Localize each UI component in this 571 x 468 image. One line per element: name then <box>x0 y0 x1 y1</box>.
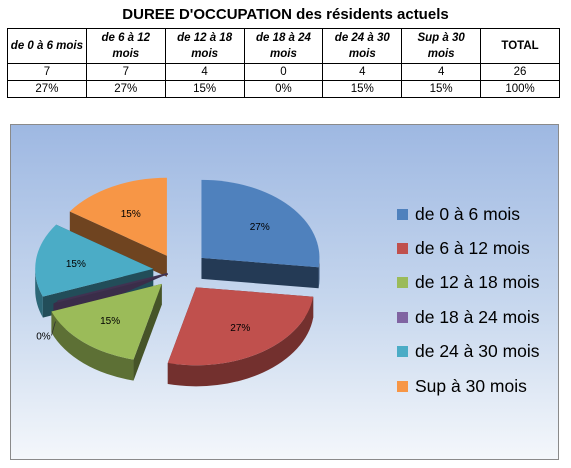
table-cell-count: 7 <box>7 63 87 81</box>
pie-chart-area: 27% 27% 15% 0% 15% 15% de 0 à 6 mois de 6 à 12… <box>10 124 559 460</box>
table-cell-percent: 15% <box>401 80 482 98</box>
table-cell-percent-total: 100% <box>480 80 560 98</box>
data-label: 15% <box>66 259 86 270</box>
table-cell-percent: 27% <box>85 80 166 98</box>
pie-slice-2 <box>167 287 314 366</box>
table-cell-percent: 15% <box>164 80 245 98</box>
legend-label: de 12 à 18 mois <box>415 272 540 293</box>
occupancy-table: de 0 à 6 mois de 6 à 12 mois de 12 à 18 … <box>7 28 560 98</box>
table-cell-count: 4 <box>401 63 482 81</box>
table-cell-count-total: 26 <box>480 63 560 81</box>
legend-label: de 18 à 24 mois <box>415 306 540 327</box>
legend-item: de 24 à 30 mois <box>397 335 540 369</box>
legend-item: de 12 à 18 mois <box>397 266 540 300</box>
legend-item: de 18 à 24 mois <box>397 300 540 334</box>
table-row-counts: 7 7 4 0 4 4 26 <box>7 63 560 81</box>
data-label: 15% <box>100 316 120 327</box>
data-label: 0% <box>36 331 51 342</box>
pie-slice-side <box>133 283 162 381</box>
data-label: 15% <box>121 209 141 220</box>
legend-item: de 6 à 12 mois <box>397 231 540 265</box>
table-header-cell: de 24 à 30 mois <box>322 28 403 64</box>
data-label: 27% <box>250 222 270 233</box>
pie-slice-rim <box>35 268 43 318</box>
pie-slice-5 <box>35 224 154 297</box>
table-header-total: TOTAL <box>480 28 560 64</box>
pie-slice-side <box>69 211 167 277</box>
data-label-leader <box>51 321 56 336</box>
pie-slice-6 <box>69 177 167 256</box>
legend-swatch <box>397 277 408 289</box>
table-header-cell: de 0 à 6 mois <box>7 28 87 64</box>
chart-legend: de 0 à 6 mois de 6 à 12 mois de 12 à 18 mo… <box>397 197 540 403</box>
legend-swatch <box>397 346 408 358</box>
pie-slice-top <box>57 272 169 303</box>
table-cell-count: 7 <box>85 63 166 81</box>
legend-swatch <box>397 380 408 392</box>
pie-slice-side <box>53 273 168 325</box>
pie-slice-rim <box>167 296 314 387</box>
table-cell-percent: 15% <box>322 80 403 98</box>
legend-item: de 0 à 6 mois <box>397 197 540 231</box>
pie-slice-side <box>201 257 319 289</box>
legend-label: de 6 à 12 mois <box>415 238 530 259</box>
legend-item: Sup à 30 mois <box>397 369 540 403</box>
table-row-percents: 27% 27% 15% 0% 15% 15% 100% <box>7 80 560 98</box>
pie-slice-rim <box>318 257 320 289</box>
legend-swatch <box>397 208 408 220</box>
table-cell-percent: 27% <box>7 80 87 98</box>
pie-slice-1 <box>201 179 320 268</box>
table-header-cell: de 18 à 24 mois <box>243 28 324 64</box>
table-header-cell: Sup à 30 mois <box>401 28 482 64</box>
legend-swatch <box>397 311 408 323</box>
legend-label: de 0 à 6 mois <box>415 203 521 224</box>
table-cell-count: 4 <box>164 63 245 81</box>
table-cell-percent: 0% <box>243 80 324 98</box>
pie-chart: 27% 27% 15% 0% 15% 15% <box>35 177 320 387</box>
table-cell-count: 4 <box>322 63 403 81</box>
table-header-row: de 0 à 6 mois de 6 à 12 mois de 12 à 18 … <box>7 28 560 64</box>
pie-slice-3 <box>51 283 162 360</box>
legend-label: de 24 à 30 mois <box>415 341 540 362</box>
table-header-cell: de 6 à 12 mois <box>85 28 166 64</box>
legend-swatch <box>397 243 408 255</box>
table-header-cell: de 12 à 18 mois <box>164 28 245 64</box>
legend-label: Sup à 30 mois <box>415 375 527 396</box>
pie-slice-rim <box>51 311 134 381</box>
page-title: DUREE D'OCCUPATION des résidents actuels <box>122 6 449 23</box>
data-label: 27% <box>230 323 250 334</box>
table-cell-count: 0 <box>243 63 324 81</box>
